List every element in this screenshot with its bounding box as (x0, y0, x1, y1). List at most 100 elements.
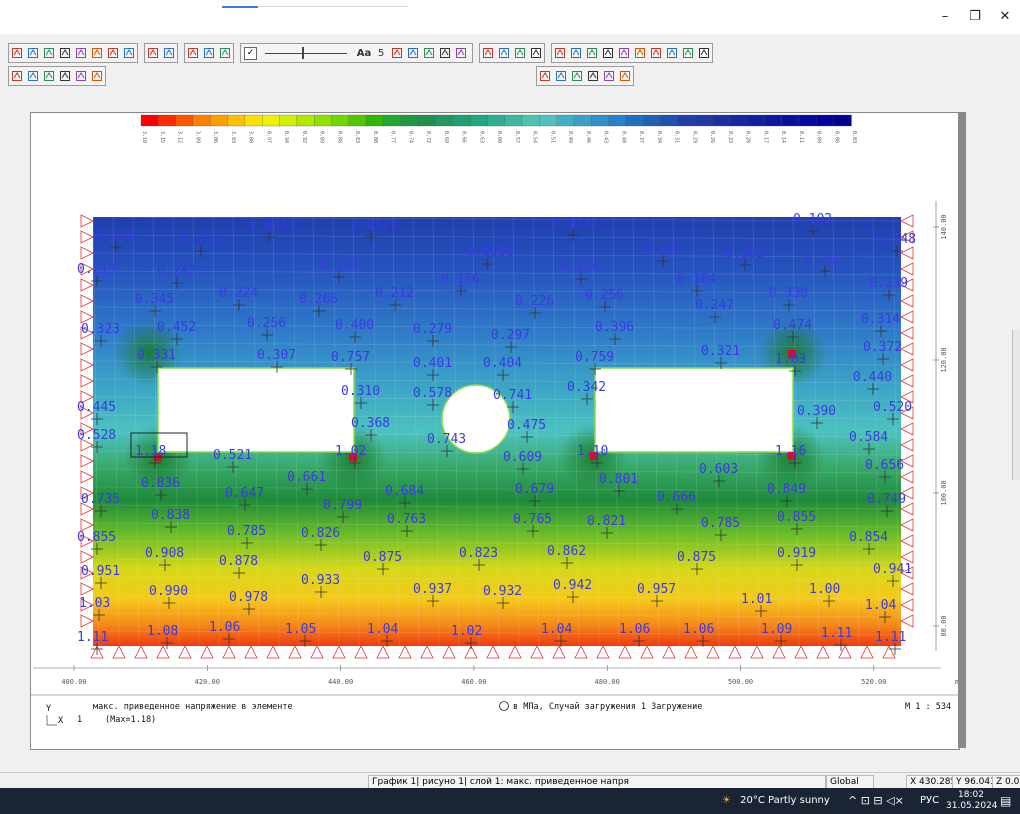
tool2-icon[interactable] (569, 45, 583, 61)
mesh-line (92, 612, 902, 618)
mesh-icon[interactable] (438, 45, 452, 61)
stress-value-label: 0.307 (257, 348, 296, 363)
wave-icon[interactable] (618, 68, 632, 84)
font-icon[interactable] (390, 45, 404, 61)
show-checkbox[interactable]: ✓ (244, 46, 257, 60)
filter-icon[interactable] (106, 45, 120, 61)
grid-off-icon[interactable] (122, 45, 136, 61)
bottom-support-icon (288, 645, 302, 659)
font-button[interactable]: Aa (356, 47, 372, 59)
node-cross-marker (441, 445, 453, 457)
color-scale-label: 0.31 (674, 131, 680, 143)
shape-icon[interactable] (602, 68, 616, 84)
tool1-icon[interactable] (553, 45, 567, 61)
y-tick-label: 120.00 (940, 347, 948, 372)
tx-icon[interactable] (26, 45, 40, 61)
right-support-icon (900, 310, 914, 324)
stress-value-label: 0.990 (149, 584, 188, 599)
mesh-line (92, 540, 902, 546)
flag-icon[interactable] (90, 68, 104, 84)
stress-value-label: 0.826 (301, 526, 340, 541)
table-icon[interactable] (513, 45, 527, 61)
drawing-tools-group (536, 66, 634, 86)
side-dock-panel[interactable] (1012, 330, 1020, 480)
stress-value-label: 0.836 (141, 476, 180, 491)
weather-widget[interactable]: ☀ 20°C Partly sunny (722, 795, 830, 806)
stress-plot[interactable]: 3.18 3.15 3.12 3.09 3.06 3.03 3.00 0.97 0.94 0.92… (31, 113, 959, 749)
bottom-support-icon (376, 645, 390, 659)
system-tray-icons[interactable]: ^ ⊡ ⊟ ◁× (848, 794, 904, 807)
sun-icon[interactable] (74, 68, 88, 84)
stress-value-label: 1.02 (335, 444, 366, 459)
node-cross-marker (233, 567, 245, 579)
tool6-icon[interactable] (633, 45, 647, 61)
fill-color-icon[interactable] (10, 68, 24, 84)
color-scale-cell (764, 114, 783, 127)
bottom-support-icon (156, 645, 170, 659)
layout-icon[interactable] (58, 68, 72, 84)
scale-slider[interactable] (265, 45, 347, 61)
node-cross-marker (91, 413, 103, 425)
sym-h-icon[interactable] (42, 45, 56, 61)
slider-handle[interactable] (302, 47, 304, 59)
color-fill-icon[interactable] (422, 45, 436, 61)
layers-icon[interactable] (454, 45, 468, 61)
tool5-icon[interactable] (617, 45, 631, 61)
close-button[interactable]: ✕ (999, 9, 1011, 24)
language-indicator[interactable]: РУС (920, 795, 940, 806)
arc-icon[interactable] (570, 68, 584, 84)
stress-value-label: 0.239 (869, 276, 908, 291)
export-icon[interactable] (218, 45, 232, 61)
color-scale-label: 0.74 (407, 131, 413, 143)
selected-element-box[interactable] (130, 432, 188, 458)
tool7-icon[interactable] (649, 45, 663, 61)
color-scale-cell (417, 114, 437, 127)
number-icon[interactable] (406, 45, 420, 61)
stress-value-label: 0.321 (701, 344, 740, 359)
number-format-button[interactable]: 5 (377, 47, 385, 59)
split-icon[interactable] (74, 45, 88, 61)
tool3-icon[interactable] (585, 45, 599, 61)
save-all-icon[interactable] (202, 45, 216, 61)
vertical-scrollbar[interactable] (958, 112, 966, 748)
mesh-line (852, 216, 860, 647)
palette-icon[interactable] (481, 45, 495, 61)
stress-value-label: 0.184 (677, 272, 716, 287)
active-tab-indicator[interactable] (222, 6, 258, 8)
drawing-canvas[interactable]: 3.18 3.15 3.12 3.09 3.06 3.03 3.00 0.97 0.94 0.92… (30, 112, 960, 750)
tool9-icon[interactable] (681, 45, 695, 61)
tool10-icon[interactable] (697, 45, 711, 61)
save-icon[interactable] (186, 45, 200, 61)
node-cross-marker (787, 331, 799, 343)
stress-value-label: 0.474 (773, 318, 812, 333)
frame-icon[interactable] (26, 68, 40, 84)
redo-icon[interactable] (162, 45, 176, 61)
right-support-icon (900, 262, 914, 276)
bracket-icon[interactable] (90, 45, 104, 61)
edit-icon[interactable] (42, 68, 56, 84)
node-cross-marker (337, 511, 349, 523)
tool8-icon[interactable] (665, 45, 679, 61)
clock-time[interactable]: 18:02 (958, 790, 984, 800)
bar-icon[interactable] (586, 68, 600, 84)
line-icon[interactable] (538, 68, 552, 84)
right-support-icon (900, 278, 914, 292)
undo-icon[interactable] (146, 45, 160, 61)
solid-icon[interactable] (554, 68, 568, 84)
sym-v-icon[interactable] (58, 45, 72, 61)
bottom-support-icon (574, 645, 588, 659)
minimize-button[interactable]: – (941, 9, 949, 24)
max-value-text: (Max=1.18) (105, 715, 156, 725)
color-scale-label: 0.29 (691, 131, 697, 143)
restore-button[interactable]: ❐ (969, 9, 981, 24)
color-scale-cell (158, 114, 177, 127)
bottom-support-icon (882, 645, 896, 659)
columns-icon[interactable] (529, 45, 543, 61)
axis-x-label: X (58, 716, 64, 726)
color-scale-label: 0.17 (762, 131, 768, 143)
tool4-icon[interactable] (601, 45, 615, 61)
notification-icon[interactable]: ▤ (1000, 794, 1012, 808)
clock-date[interactable]: 31.05.2024 (946, 801, 998, 811)
highlight-icon[interactable] (497, 45, 511, 61)
ta-icon[interactable] (10, 45, 24, 61)
